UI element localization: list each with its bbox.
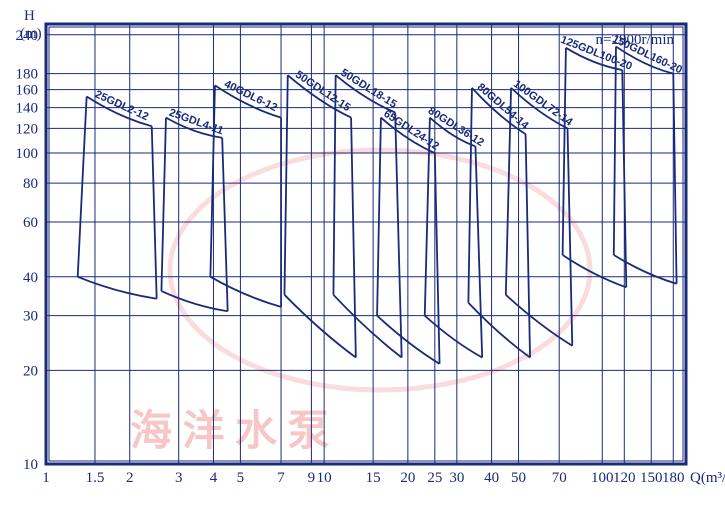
pump-curve-bottom [506,295,572,346]
x-tick-label: 180 [662,470,685,486]
x-tick-label: 120 [613,470,636,486]
y-tick-label: 120 [16,121,39,137]
pump-side [563,48,566,255]
pump-side [152,126,157,299]
x-tick-label: 9 [308,470,316,486]
pump-side [161,118,166,291]
x-tick-label: 50 [511,470,526,486]
y-tick-label: 40 [23,270,38,286]
x-tick-label: 5 [237,470,245,486]
x-tick-label: 20 [400,470,415,486]
x-tick-label: 10 [317,470,332,486]
y-tick-label: 80 [23,176,38,192]
pump-side [210,85,215,276]
x-tick-label: 40 [484,470,499,486]
pump-side [475,146,482,357]
x-axis-label: Q(m³/h) [690,470,725,486]
y-tick-label: 180 [16,67,39,83]
x-tick-label: 7 [277,470,285,486]
pump-curve-bottom [210,277,281,307]
pump-side [526,134,530,357]
svg-text:(m): (m) [20,26,42,42]
pump-side [284,75,287,295]
y-tick-label: 140 [16,101,39,117]
pump-curve-bottom [78,277,157,299]
x-tick-label: 1.5 [86,470,105,486]
pump-side [377,118,381,316]
x-tick-label: 70 [552,470,567,486]
x-tick-label: 100 [591,470,614,486]
x-tick-label: 30 [449,470,464,486]
pump-curve-bottom [284,295,355,358]
y-tick-label: 160 [16,83,39,99]
x-tick-label: 1 [42,470,50,486]
pump-curve-bottom [468,303,530,358]
x-tick-label: 3 [175,470,183,486]
x-tick-label: 15 [366,470,381,486]
pump-side [78,96,87,276]
pump-side [435,153,440,364]
pump-side [468,88,472,303]
y-tick-label: 10 [23,457,38,473]
y-tick-label: 20 [23,363,38,379]
x-tick-label: 25 [427,470,442,486]
x-tick-label: 4 [210,470,218,486]
x-tick-label: 2 [126,470,134,486]
pump-curve-bottom [563,255,627,287]
watermark: 海 洋 水 泵 [130,408,330,455]
pump-side [351,118,356,358]
y-tick-label: 100 [16,146,39,162]
y-tick-label: 30 [23,309,38,325]
pump-side [614,47,616,255]
y-tick-label: 60 [23,215,38,231]
x-tick-label: 150 [640,470,663,486]
pump-curve-bottom [161,291,227,311]
y-axis-label: H [24,8,35,24]
pump-curve-bottom [614,255,677,284]
pump-curve-bottom [425,316,482,358]
pump-side [568,128,573,345]
